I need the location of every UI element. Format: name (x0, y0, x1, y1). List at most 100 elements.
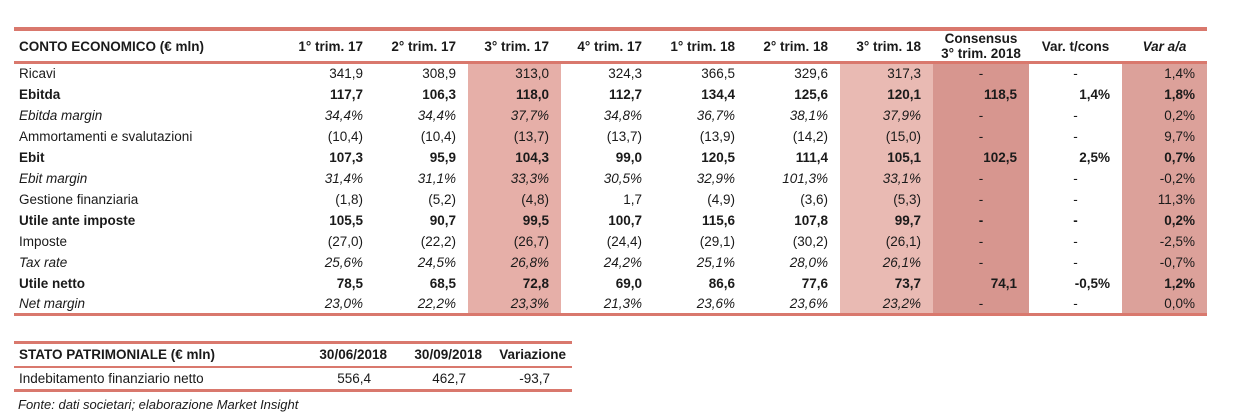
table-cell: 106,3 (422, 86, 456, 102)
table-row: Ebit margin 31,4% 31,1% 33,3% 30,5% 32,9% 101,… (14, 167, 1207, 189)
row-label: Ammortamenti e svalutazioni (19, 128, 193, 144)
table-cell: 23,6% (654, 293, 747, 316)
table-cell: 77,6 (801, 275, 828, 291)
table-cell: (4,9) (707, 191, 735, 207)
table-cell: - (1073, 212, 1078, 228)
table-cell: -93,7 (488, 366, 572, 392)
row-label: Ebit margin (19, 170, 88, 186)
table-cell: 1,4% (1079, 86, 1110, 102)
row-label: Ricavi (19, 66, 56, 82)
column-header: 2° trim. 17 (375, 27, 468, 64)
column-header: 1° trim. 18 (654, 27, 747, 64)
table-cell: 125,6 (794, 86, 828, 102)
table-cell: 32,9% (696, 170, 735, 186)
table-row: Ebit 107,3 95,9 104,3 99,0 120,5 111,4 105,1 102… (14, 146, 1207, 168)
table-cell: 107,8 (794, 212, 828, 228)
table-cell: - (1073, 233, 1078, 249)
table-row: Ricavi 341,9 308,9 313,0 324,3 366,5 329,6 317,… (14, 62, 1207, 84)
table-cell: - (933, 104, 1029, 126)
table-cell: - (933, 293, 1029, 316)
table-cell: 329,6 (794, 66, 828, 82)
conto-economico-title: CONTO ECONOMICO (€ mln) (14, 27, 282, 64)
table-cell: 105,1 (840, 146, 933, 168)
table-row: Utile ante imposte 105,5 90,7 99,5 100,7 115,… (14, 209, 1207, 231)
table-cell: - (933, 230, 1029, 252)
table-cell: 118,0 (468, 83, 561, 105)
table-cell: 100,7 (608, 212, 642, 228)
table-cell: 134,4 (701, 86, 735, 102)
table-cell: - (933, 62, 1029, 84)
table-cell: 34,4% (417, 107, 456, 123)
table-cell: - (1029, 293, 1122, 316)
table-cell: (5,2) (428, 191, 456, 207)
table-cell: -2,5% (1122, 230, 1207, 252)
table-cell: 9,7% (1122, 125, 1207, 147)
conto-economico-header-row: CONTO ECONOMICO (€ mln) 1° trim. 17 2° tr… (14, 27, 1207, 64)
table-cell: 69,0 (615, 275, 642, 291)
table-cell: 99,0 (615, 149, 642, 165)
table-cell: - (1073, 128, 1078, 144)
table-cell: 0,2% (1122, 209, 1207, 231)
table-cell: 1,2% (1122, 272, 1207, 294)
stato-patrimoniale-table: STATO PATRIMONIALE (€ mln) 30/06/2018 30/… (14, 341, 572, 392)
stato-patrimoniale-body: Indebitamento finanziario netto 556,4 462,… (14, 366, 572, 392)
column-header: 1° trim. 17 (282, 27, 375, 64)
table-cell: -0,7% (1122, 251, 1207, 273)
table-cell: (10,4) (327, 128, 363, 144)
table-cell: - (1073, 66, 1078, 82)
table-row: Indebitamento finanziario netto 556,4 462,… (14, 366, 572, 392)
table-row: Ammortamenti e svalutazioni (10,4) (10,4) (… (14, 125, 1207, 147)
stato-patrimoniale-header-row: STATO PATRIMONIALE (€ mln) 30/06/2018 30/… (14, 341, 572, 368)
table-cell: 366,5 (701, 66, 735, 82)
table-cell: 324,3 (608, 66, 642, 82)
table-cell: 68,5 (429, 275, 456, 291)
table-cell: 23,6% (747, 293, 840, 316)
table-cell: 313,0 (468, 62, 561, 84)
row-label: Indebitamento finanziario netto (14, 366, 296, 392)
table-cell: - (933, 188, 1029, 210)
table-row: Imposte (27,0) (22,2) (26,7) (24,4) (29,1) (30… (14, 230, 1207, 252)
row-label: Imposte (19, 233, 68, 249)
column-header: 4° trim. 17 (561, 27, 654, 64)
table-cell: 37,9% (840, 104, 933, 126)
table-cell: 120,1 (840, 83, 933, 105)
column-header: Consensus 3° trim. 2018 (933, 27, 1029, 64)
row-label: Ebitda (19, 86, 61, 102)
table-cell: 21,3% (561, 293, 654, 316)
table-row: Tax rate 25,6% 24,5% 26,8% 24,2% 25,1% 28,0% 26… (14, 251, 1207, 273)
table-cell: 1,4% (1122, 62, 1207, 84)
table-cell: - (1073, 191, 1078, 207)
table-cell: 31,4% (324, 170, 363, 186)
table-cell: 23,2% (840, 293, 933, 316)
table-cell: 33,1% (840, 167, 933, 189)
table-cell: 0,0% (1122, 293, 1207, 316)
conto-economico-body: Ricavi 341,9 308,9 313,0 324,3 366,5 329,6 317,… (14, 62, 1207, 316)
table-cell: 22,2% (375, 293, 468, 316)
table-cell: 31,1% (417, 170, 456, 186)
table-cell: (13,9) (699, 128, 735, 144)
table-cell: (1,8) (335, 191, 363, 207)
table-cell: 72,8 (468, 272, 561, 294)
table-cell: 36,7% (696, 107, 735, 123)
table-cell: 90,7 (429, 212, 456, 228)
table-cell: 34,4% (324, 107, 363, 123)
table-cell: 99,5 (468, 209, 561, 231)
column-header: 30/06/2018 (296, 341, 393, 368)
table-cell: 308,9 (422, 66, 456, 82)
row-label: Tax rate (19, 254, 68, 270)
column-header: 3° trim. 18 (840, 27, 933, 64)
table-cell: 0,2% (1122, 104, 1207, 126)
row-label: Ebit (19, 149, 45, 165)
row-label: Utile netto (19, 275, 85, 291)
source-note: Fonte: dati societari; elaborazione Mark… (18, 397, 299, 412)
table-cell: 107,3 (329, 149, 363, 165)
table-cell: (5,3) (840, 188, 933, 210)
table-cell: 33,3% (468, 167, 561, 189)
table-cell: 317,3 (840, 62, 933, 84)
row-label: Utile ante imposte (19, 212, 136, 228)
table-cell: 0,7% (1122, 146, 1207, 168)
row-label: Ebitda margin (19, 107, 103, 123)
table-cell: 118,5 (933, 83, 1029, 105)
table-cell: - (1073, 254, 1078, 270)
